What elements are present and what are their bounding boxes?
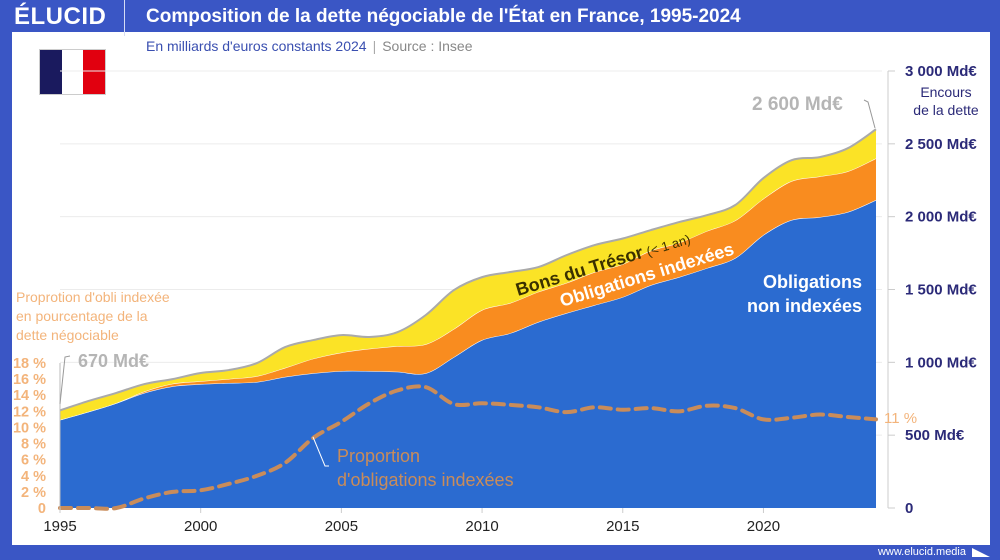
area-bons-du-tresor-edge <box>59 128 877 412</box>
header-divider <box>124 0 125 36</box>
chart-title: Composition de la dette négociable de l'… <box>146 6 741 27</box>
proportion-label: Proportion <box>337 446 420 466</box>
area-indexed <box>60 158 876 420</box>
elucid-flag-icon <box>972 548 990 557</box>
header: ÉLUCID Composition de la dette négociabl… <box>0 0 1000 36</box>
start-leader-line <box>59 355 71 405</box>
area-non-indexed <box>60 200 876 508</box>
y2-axis-title: en pourcentage de la <box>16 308 148 324</box>
area-bons-du-tresor <box>60 129 876 420</box>
y2-tick-label: 6 % <box>21 453 46 469</box>
y-tick-label: 1 500 Md€ <box>905 282 977 299</box>
y-tick-label: 2 500 Md€ <box>905 136 977 153</box>
y2-tick-label: 4 % <box>21 469 46 485</box>
y2-axis-title: dette négociable <box>16 327 119 343</box>
proportion-leader-line <box>312 436 329 467</box>
y2-tick-label: 14 % <box>13 388 46 404</box>
y-tick-label: 1 000 Md€ <box>905 354 977 371</box>
chart-subtitle: En milliards d'euros constants 2024 | Sour… <box>146 38 473 54</box>
x-tick-label: 1995 <box>43 518 76 535</box>
end-pct-label: 11 % <box>884 410 917 427</box>
subtitle-units: En milliards d'euros constants 2024 <box>146 38 367 54</box>
non-indexed-label: non indexées <box>747 296 862 316</box>
y-axis-title: Encours <box>920 84 971 100</box>
proportion-line <box>58 384 878 511</box>
y2-tick-label: 12 % <box>13 404 46 420</box>
end-value-label: 2 600 Md€ <box>752 94 843 115</box>
x-tick-label: 2010 <box>465 518 498 535</box>
y2-tick-label: 0 <box>38 501 46 517</box>
y-tick-label: 2 000 Md€ <box>905 209 977 226</box>
end-leader-line <box>863 99 876 129</box>
proportion-label: d'obligations indexées <box>337 470 514 490</box>
y-tick-label: 500 Md€ <box>905 427 965 444</box>
elucid-logo: ÉLUCID <box>14 3 107 30</box>
y2-tick-label: 16 % <box>13 372 46 388</box>
non-indexed-label: Obligations <box>763 272 862 292</box>
x-tick-label: 2015 <box>606 518 639 535</box>
y2-tick-label: 10 % <box>13 420 46 436</box>
y-axis-title: de la dette <box>913 102 979 118</box>
start-value-label: 670 Md€ <box>78 351 149 371</box>
france-flag-icon <box>39 49 106 95</box>
y2-axis-title: Proprotion d'obli indexée <box>16 289 170 305</box>
subtitle-separator: | <box>372 38 377 54</box>
y2-tick-label: 2 % <box>21 485 46 501</box>
x-tick-label: 2000 <box>184 518 217 535</box>
y-tick-label: 0 <box>905 500 913 517</box>
x-tick-label: 2005 <box>325 518 358 535</box>
source-text: Source : Insee <box>382 38 473 54</box>
footer-url[interactable]: www.elucid.media <box>877 546 966 558</box>
y2-tick-label: 8 % <box>21 437 46 453</box>
y2-tick-label: 18 % <box>13 356 46 372</box>
x-tick-label: 2020 <box>747 518 780 535</box>
y-tick-label: 3 000 Md€ <box>905 63 977 80</box>
